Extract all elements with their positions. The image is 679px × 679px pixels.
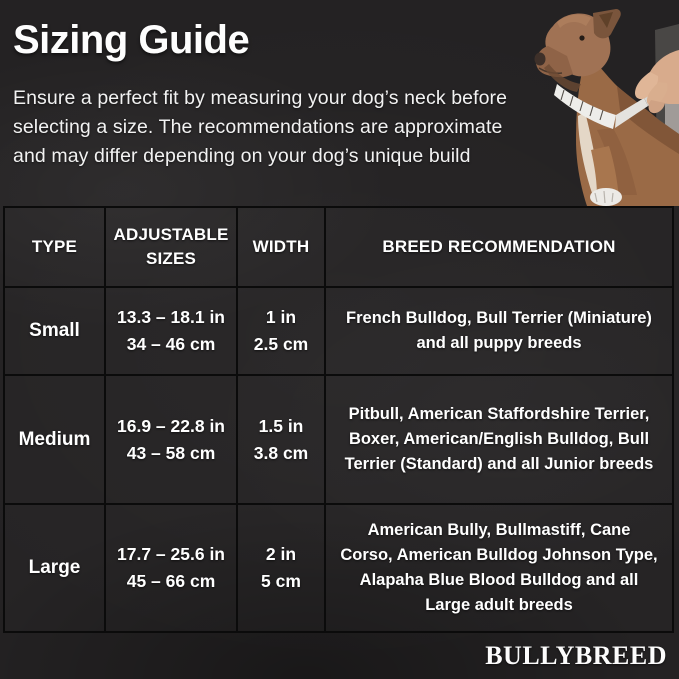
column-header-width: WIDTH: [238, 208, 326, 288]
sizes-inches: 13.3 – 18.1 in: [117, 307, 225, 327]
dog: [534, 9, 679, 206]
table-row-medium-breeds: Pitbull, American Staffordshire Terrier,…: [326, 376, 672, 505]
column-header-breed-recommendation: BREED RECOMMENDATION: [326, 208, 672, 288]
table-row-large-breeds: American Bully, Bullmastiff, Cane Corso,…: [340, 521, 658, 614]
sizes-inches: 17.7 – 25.6 in: [117, 544, 225, 564]
sizing-table: TYPE ADJUSTABLE SIZES WIDTH BREED RECOMM…: [3, 206, 674, 633]
table-row-small-sizes: 13.3 – 18.1 in 34 – 46 cm: [106, 288, 238, 376]
description-text: Ensure a perfect fit by measuring your d…: [13, 84, 507, 171]
description-line-2: selecting a size. The recommendations ar…: [13, 116, 503, 138]
table-row-medium-sizes: 16.9 – 22.8 in 43 – 58 cm: [106, 376, 238, 505]
width-cm: 2.5 cm: [253, 334, 309, 354]
table-row-large-sizes: 17.7 – 25.6 in 45 – 66 cm: [106, 505, 238, 631]
table-row-small-width: 1 in 2.5 cm: [238, 288, 326, 376]
table-row-medium-width: 1.5 in 3.8 cm: [238, 376, 326, 505]
width-inches: 1.5 in: [258, 415, 304, 436]
sizes-cm: 45 – 66 cm: [126, 571, 216, 591]
column-header-type: TYPE: [5, 208, 106, 288]
width-inches: 2 in: [265, 544, 297, 564]
description-line-3: and may differ depending on your dog’s u…: [13, 145, 471, 167]
table-row-medium-type: Medium: [5, 376, 106, 505]
brand-logo-text: BULLYBREED: [485, 641, 667, 670]
width-inches: 1 in: [265, 307, 297, 327]
width-cm: 5 cm: [261, 571, 301, 591]
dog-neck-measuring-photo: [534, 9, 679, 206]
table-row-large-type: Large: [5, 505, 106, 631]
page-title: Sizing Guide: [13, 18, 250, 62]
sizes-inches: 16.9 – 22.8 in: [117, 415, 225, 436]
hand: [635, 50, 679, 114]
column-header-adjustable-sizes: ADJUSTABLE SIZES: [106, 208, 238, 288]
table-row-small-type: Small: [5, 288, 106, 376]
table-row-small-breeds: French Bulldog, Bull Terrier (Miniature)…: [326, 288, 672, 376]
sizes-cm: 43 – 58 cm: [126, 442, 216, 463]
width-cm: 3.8 cm: [253, 442, 309, 463]
table-row-large-width: 2 in 5 cm: [238, 505, 326, 631]
sizes-cm: 34 – 46 cm: [126, 334, 216, 354]
description-line-1: Ensure a perfect fit by measuring your d…: [13, 87, 508, 109]
